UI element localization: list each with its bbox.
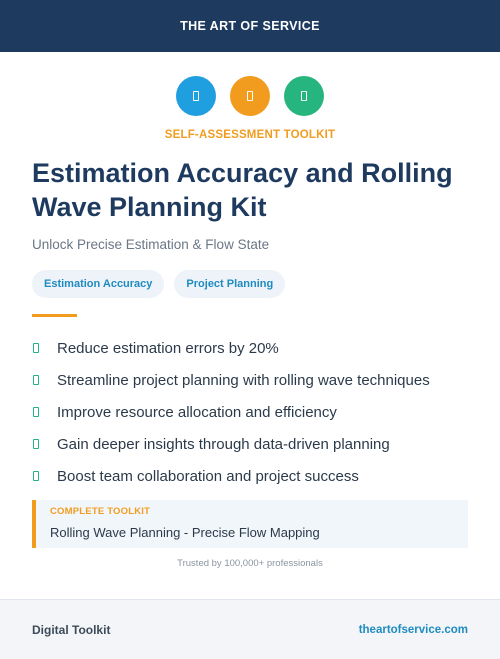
tag-project-planning[interactable]: Project Planning — [174, 270, 286, 298]
toolkit-kicker: SELF-ASSESSMENT TOOLKIT — [164, 129, 336, 141]
page-subtitle: Unlock Precise Estimation & Flow State — [32, 237, 270, 252]
toolkit-label: COMPLETE TOOLKIT — [50, 506, 151, 517]
list-item: Improve resource allocation and efficien… — [32, 396, 482, 428]
benefit-text: Streamline project planning with rolling… — [57, 371, 430, 389]
check-icon — [33, 439, 39, 449]
document-icon — [230, 76, 270, 116]
benefit-text: Improve resource allocation and efficien… — [57, 403, 337, 421]
check-icon — [33, 407, 39, 417]
check-icon — [33, 375, 39, 385]
header-bar: THE ART OF SERVICE — [0, 0, 500, 52]
brand-name: THE ART OF SERVICE — [180, 19, 320, 33]
check-icon — [33, 343, 39, 353]
benefit-text: Gain deeper insights through data-driven… — [57, 435, 390, 453]
document-icon — [176, 76, 216, 116]
accent-divider — [32, 314, 77, 317]
tag-list: Estimation Accuracy Project Planning — [32, 270, 286, 298]
trusted-note: Trusted by 100,000+ professionals — [177, 558, 323, 569]
toolkit-name: Rolling Wave Planning - Precise Flow Map… — [50, 525, 320, 540]
document-icon — [284, 76, 324, 116]
tag-estimation-accuracy[interactable]: Estimation Accuracy — [32, 270, 165, 298]
list-item: Boost team collaboration and project suc… — [32, 460, 482, 492]
complete-toolkit-box: COMPLETE TOOLKIT Rolling Wave Planning -… — [32, 500, 468, 548]
website-link[interactable]: theartofservice.com — [358, 623, 468, 636]
benefit-text: Boost team collaboration and project suc… — [57, 467, 359, 485]
list-item: Gain deeper insights through data-driven… — [32, 428, 482, 460]
footer-label: Digital Toolkit — [32, 622, 111, 637]
page-title: Estimation Accuracy and Rolling Wave Pla… — [32, 158, 453, 222]
benefit-text: Reduce estimation errors by 20% — [57, 339, 279, 357]
footer: Digital Toolkit theartofservice.com — [0, 599, 500, 659]
check-icon — [33, 471, 39, 481]
list-item: Streamline project planning with rolling… — [32, 364, 482, 396]
list-item: Reduce estimation errors by 20% — [32, 332, 482, 364]
benefit-list: Reduce estimation errors by 20% Streamli… — [32, 332, 482, 492]
icon-row — [0, 76, 500, 116]
